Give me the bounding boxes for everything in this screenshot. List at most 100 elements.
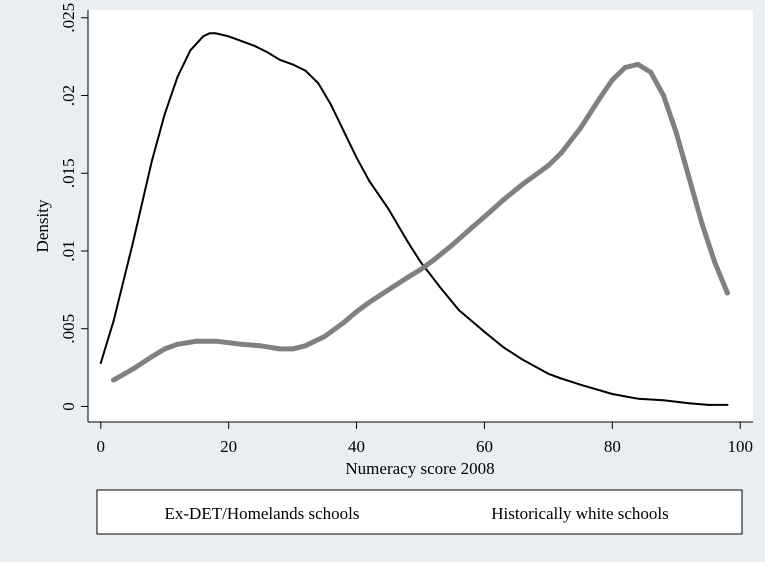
data-point bbox=[579, 383, 582, 386]
data-point bbox=[291, 63, 294, 66]
data-point bbox=[189, 49, 192, 52]
data-point bbox=[481, 214, 487, 220]
data-point bbox=[501, 197, 507, 203]
data-point bbox=[131, 242, 134, 245]
data-point bbox=[611, 393, 614, 396]
data-point bbox=[368, 180, 371, 183]
data-point bbox=[622, 65, 628, 71]
data-point bbox=[342, 130, 345, 133]
x-tick-label: 100 bbox=[727, 437, 753, 456]
data-point bbox=[686, 175, 692, 181]
data-point bbox=[238, 341, 244, 347]
y-axis-ticks: 0 .005 .01 .015 .02 .025 bbox=[59, 3, 88, 411]
data-point bbox=[712, 259, 718, 265]
data-point bbox=[609, 77, 615, 83]
y-tick-label: .015 bbox=[59, 158, 78, 188]
data-point bbox=[660, 93, 666, 99]
data-point bbox=[648, 69, 654, 75]
x-tick-label: 0 bbox=[97, 437, 106, 456]
data-point bbox=[502, 346, 505, 349]
y-axis-title: Density bbox=[33, 199, 52, 252]
x-axis-title: Numeracy score 2008 bbox=[345, 459, 494, 478]
series-line-historically-white-schools bbox=[111, 61, 730, 383]
x-tick-label: 80 bbox=[604, 437, 621, 456]
x-tick-label: 40 bbox=[348, 437, 365, 456]
data-point bbox=[111, 377, 117, 383]
data-point bbox=[277, 346, 283, 352]
data-point bbox=[175, 341, 181, 347]
data-point bbox=[597, 96, 603, 102]
data-point bbox=[304, 69, 307, 72]
data-point bbox=[469, 225, 475, 231]
data-point bbox=[266, 50, 269, 53]
y-tick-label: .02 bbox=[59, 85, 78, 106]
data-point bbox=[483, 330, 486, 333]
data-point bbox=[419, 260, 422, 263]
data-point bbox=[99, 361, 102, 364]
data-point bbox=[355, 156, 358, 159]
data-point bbox=[662, 399, 665, 402]
data-point bbox=[707, 403, 710, 406]
data-point bbox=[366, 299, 372, 305]
data-point bbox=[226, 340, 232, 346]
plot-region bbox=[88, 10, 753, 422]
data-point bbox=[386, 287, 392, 293]
legend: Ex-DET/Homelands schools Historically wh… bbox=[165, 504, 669, 523]
data-point bbox=[577, 125, 583, 131]
data-point bbox=[322, 333, 328, 339]
legend-label-ex-det: Ex-DET/Homelands schools bbox=[165, 504, 360, 523]
data-point bbox=[699, 220, 705, 226]
y-tick-label: .005 bbox=[59, 314, 78, 344]
data-point bbox=[278, 58, 281, 61]
data-point bbox=[418, 267, 423, 273]
data-point bbox=[558, 150, 564, 156]
data-point bbox=[636, 397, 639, 400]
data-point bbox=[329, 103, 332, 106]
series-lines bbox=[99, 32, 730, 406]
x-axis-ticks: 0 20 40 60 80 100 bbox=[97, 422, 753, 456]
data-point bbox=[406, 240, 409, 243]
y-tick-label: .01 bbox=[59, 240, 78, 261]
legend-box bbox=[96, 489, 743, 535]
data-point bbox=[520, 181, 526, 187]
data-point bbox=[724, 290, 730, 296]
data-point bbox=[547, 372, 550, 375]
series-points-ex-det-homelands-schools bbox=[99, 32, 729, 406]
data-point bbox=[130, 366, 136, 372]
data-point bbox=[317, 82, 320, 85]
data-point bbox=[214, 32, 217, 35]
data-point bbox=[150, 159, 153, 162]
x-tick-label: 20 bbox=[220, 437, 237, 456]
data-point bbox=[290, 346, 296, 352]
data-point bbox=[560, 377, 563, 380]
data-point bbox=[341, 319, 347, 325]
data-point bbox=[208, 32, 211, 35]
y-tick-label: .025 bbox=[59, 3, 78, 33]
data-point bbox=[688, 402, 691, 405]
data-point bbox=[163, 113, 166, 116]
data-point bbox=[162, 346, 168, 352]
data-point bbox=[302, 343, 308, 349]
data-point bbox=[194, 338, 200, 344]
data-point bbox=[545, 162, 551, 168]
data-point bbox=[202, 35, 205, 38]
data-point bbox=[457, 309, 460, 312]
data-point bbox=[176, 75, 179, 78]
data-point bbox=[673, 130, 679, 136]
data-point bbox=[521, 358, 524, 361]
data-point bbox=[213, 338, 219, 344]
x-tick-label: 60 bbox=[476, 437, 493, 456]
data-point bbox=[253, 44, 256, 47]
data-point bbox=[112, 319, 115, 322]
y-tick-label: 0 bbox=[59, 402, 78, 411]
data-point bbox=[405, 274, 411, 280]
data-point bbox=[635, 61, 641, 67]
legend-label-historically-white: Historically white schools bbox=[491, 504, 669, 523]
data-point bbox=[449, 242, 455, 248]
series-points-historically-white-schools bbox=[111, 61, 730, 383]
data-point bbox=[430, 257, 436, 263]
data-point bbox=[258, 343, 264, 349]
data-point bbox=[387, 208, 390, 211]
